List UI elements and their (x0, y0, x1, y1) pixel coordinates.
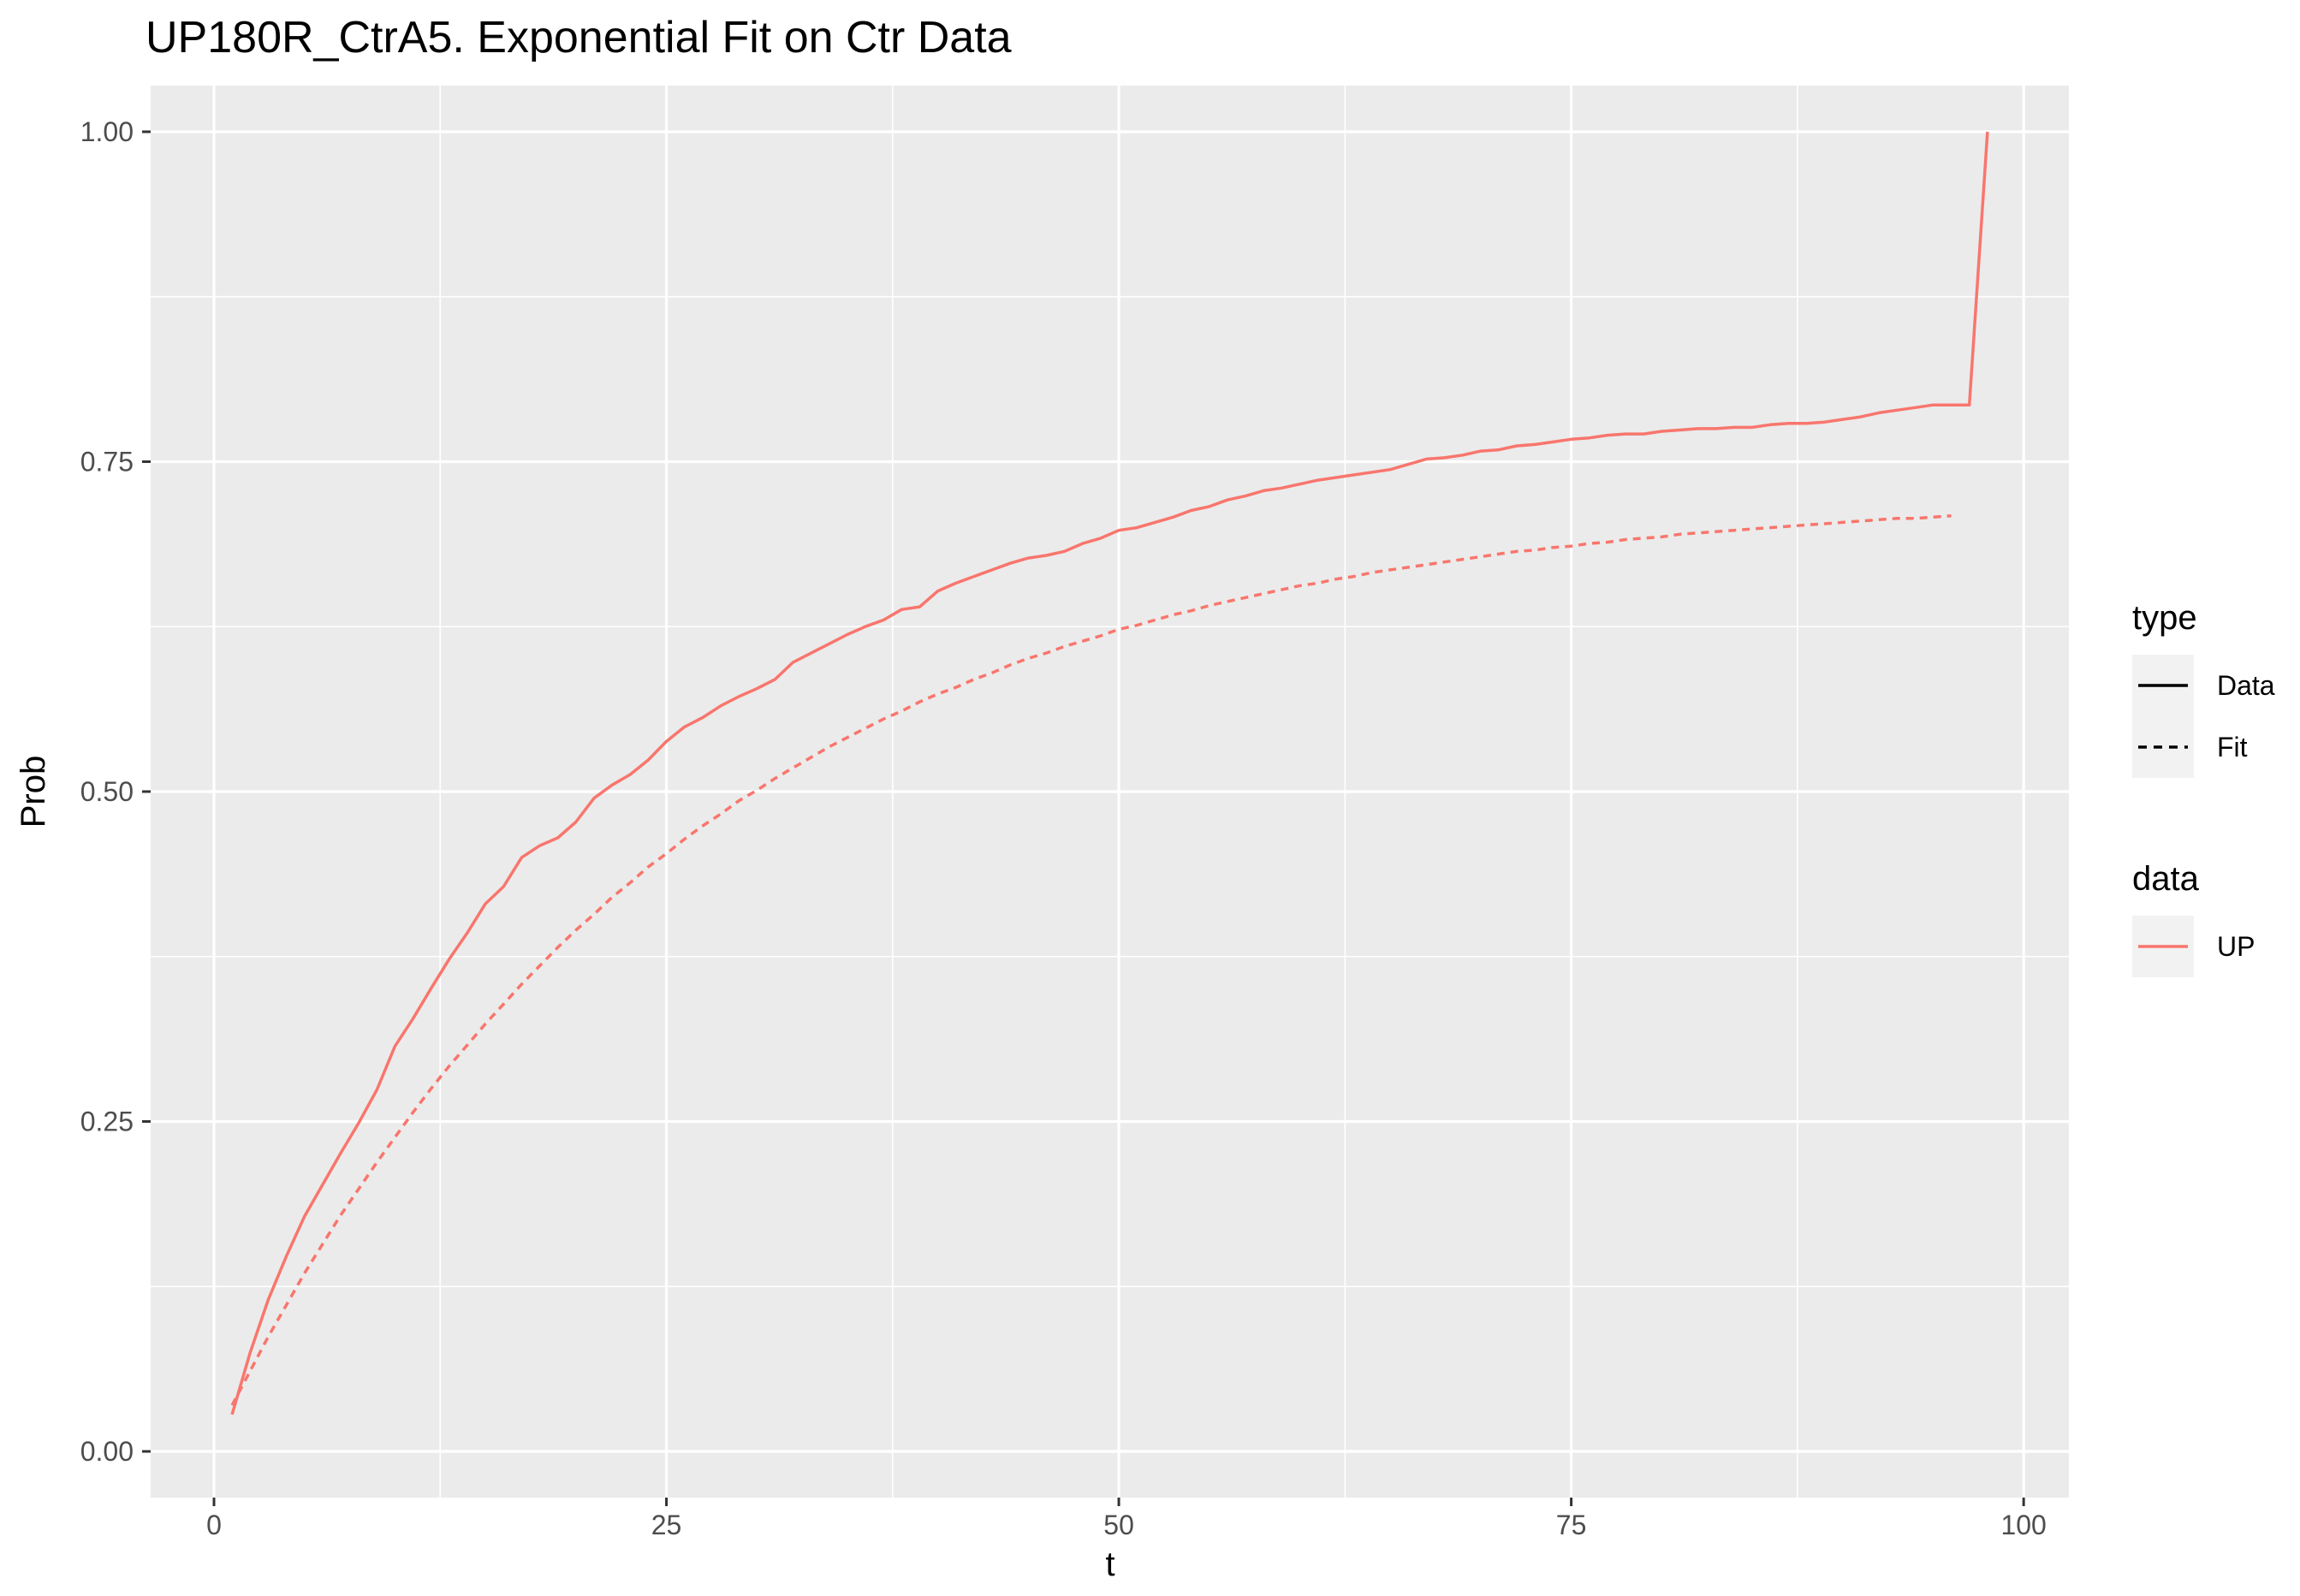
legend-label-up: UP (2217, 931, 2255, 962)
x-tick-label: 100 (2000, 1510, 2046, 1540)
y-tick-label: 1.00 (80, 116, 134, 147)
legend-type: type Data Fit (2132, 599, 2275, 778)
grid-major (151, 86, 2069, 1498)
y-tick-label: 0.50 (80, 776, 134, 807)
series-line-data (230, 131, 1989, 1415)
y-tick-label: 0.75 (80, 446, 134, 477)
legend-label-data: Data (2217, 670, 2275, 701)
legend-data-title: data (2132, 860, 2200, 898)
y-axis-title: Prob (15, 756, 52, 828)
tick-labels: 0 25 50 75 100 0.00 0.25 0.50 0.75 1.00 (80, 116, 2047, 1540)
x-tick-label: 25 (651, 1510, 682, 1540)
chart-title: UP180R_CtrA5. Exponential Fit on Ctr Dat… (146, 13, 1012, 62)
x-axis-title: t (1105, 1546, 1114, 1583)
series-layer (230, 131, 1989, 1415)
legend-data: data UP (2132, 860, 2255, 977)
axis-ticks (142, 130, 2025, 1506)
x-tick-label: 75 (1556, 1510, 1587, 1540)
series-line-fit (230, 513, 1952, 1406)
x-tick-label: 50 (1103, 1510, 1134, 1540)
y-tick-label: 0.00 (80, 1436, 134, 1467)
legend-type-title: type (2132, 599, 2197, 637)
legend-label-fit: Fit (2217, 732, 2248, 762)
y-tick-label: 0.25 (80, 1107, 134, 1137)
x-tick-label: 0 (206, 1510, 222, 1540)
